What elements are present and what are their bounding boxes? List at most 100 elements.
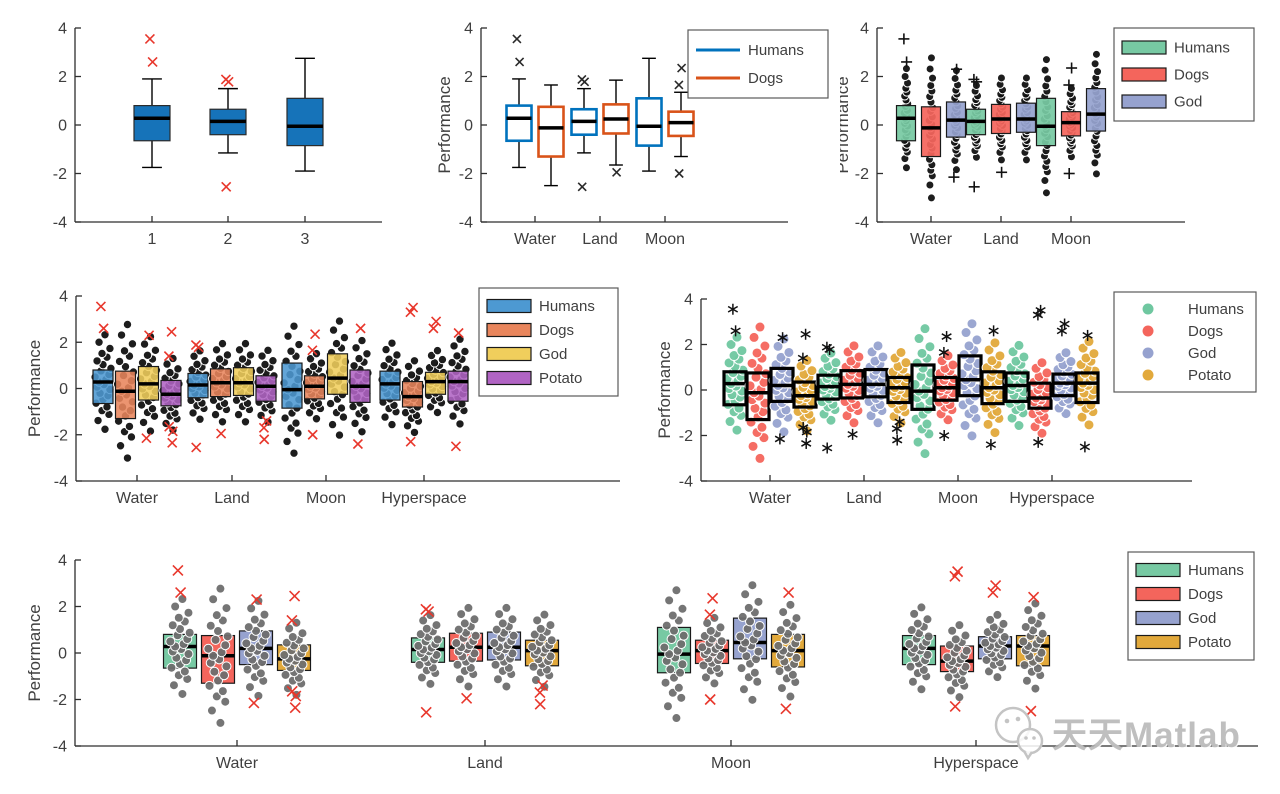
y-axis-label: Performance (25, 604, 44, 701)
box-dogs-moon (694, 592, 730, 706)
outlier-marker-x (289, 590, 301, 602)
box-potato-hyperspace (1015, 591, 1051, 717)
data-points (744, 321, 772, 464)
outlier-marker-plus (1063, 79, 1075, 91)
data-points (203, 583, 233, 728)
outlier-marker-star (847, 428, 858, 440)
outlier-marker-x (144, 330, 155, 341)
outlier-marker-plus (971, 76, 983, 88)
svg-text:2: 2 (58, 69, 67, 86)
outlier-marker-x (780, 703, 792, 715)
box-humans-hyperspace (377, 338, 403, 430)
outlier-marker-star (938, 346, 950, 358)
box-god-water (768, 332, 796, 445)
subplot-grouped-edge-boxplot: -4 -2 0 2 4 Water Land Moon Performance Humans Dog… (430, 0, 850, 267)
outlier-marker-x (704, 693, 716, 706)
svg-text:-4: -4 (679, 474, 693, 491)
y-axis-label: Performance (435, 76, 454, 173)
outlier-marker-star (821, 341, 833, 353)
axes: -4 -2 0 2 4 Water Land Moon Performance (435, 21, 788, 248)
outlier-marker-star (1056, 325, 1068, 337)
legend-label: Dogs (1188, 586, 1223, 603)
legend-label: Dogs (1174, 67, 1209, 84)
outlier-marker-x (987, 586, 999, 599)
x-tick-label: Moon (306, 490, 346, 507)
legend-label: Humans (748, 42, 804, 59)
outlier-marker-x (147, 56, 158, 68)
outlier-marker-x (141, 433, 152, 444)
legend-label: God (1188, 610, 1216, 627)
legend-label: God (1188, 345, 1216, 362)
svg-text:-4: -4 (459, 215, 473, 232)
box-data-2 (209, 74, 247, 192)
box-god-moon (1085, 49, 1107, 179)
box-humans-land (410, 603, 446, 718)
box-dogs-water (112, 319, 139, 463)
data-points (980, 609, 1010, 683)
outlier-marker-x (1028, 591, 1040, 603)
legend-label: God (539, 346, 567, 363)
subplot-grouped-filled-boxplot: -4 -2 0 2 4 Water Land Moon Performance Humans Dog… (833, 0, 1280, 267)
outlier-marker-star (985, 439, 997, 451)
outlier-marker-x (534, 686, 546, 699)
svg-text:0: 0 (464, 118, 473, 135)
legend-label: Dogs (539, 322, 574, 339)
svg-text:0: 0 (860, 118, 869, 135)
outlier-marker-x (251, 593, 263, 606)
outlier-marker-plus (1063, 168, 1075, 179)
plot-basic-canvas: -4 -2 0 2 4 1 2 3 (53, 21, 382, 248)
box-god-land (862, 340, 890, 429)
svg-text:4: 4 (58, 21, 67, 38)
box-humans-moon (656, 585, 692, 724)
outlier-marker-star (797, 352, 809, 364)
svg-text:-4: -4 (54, 474, 68, 491)
x-tick-label: Moon (711, 755, 751, 772)
outlier-marker-x (289, 702, 301, 714)
x-tick-label: Water (514, 231, 557, 248)
data-points (659, 585, 689, 724)
outlier-marker-plus (1066, 62, 1078, 74)
x-tick-label: Land (467, 755, 503, 772)
x-tick-label: Land (983, 231, 1019, 248)
outlier-marker-x (428, 323, 439, 334)
box-god-hyperspace (977, 580, 1013, 683)
box-humans-water (721, 303, 749, 436)
svg-text:4: 4 (464, 21, 473, 38)
legend-label: Potato (1188, 634, 1231, 651)
svg-text:-2: -2 (54, 427, 68, 444)
outlier-marker-x (537, 679, 549, 692)
x-tick-label: Water (910, 231, 953, 248)
box-god-moon (324, 316, 351, 440)
svg-text:2: 2 (464, 69, 473, 86)
svg-text:-2: -2 (53, 692, 67, 709)
svg-text:4: 4 (684, 292, 693, 309)
outlier-marker-x (216, 428, 227, 439)
outlier-marker-x (163, 351, 174, 362)
box-humans-hyperspace (1003, 339, 1031, 432)
outlier-marker-x (248, 697, 260, 709)
legend-label: Humans (539, 298, 595, 315)
outlier-marker-x (577, 74, 587, 84)
box-dogs-moon (932, 331, 960, 441)
box-potato-moon (347, 323, 373, 450)
box-potato-land (253, 345, 279, 445)
outlier-marker-x (290, 690, 302, 702)
outlier-marker-x (258, 422, 269, 433)
box-potato-land (524, 609, 560, 710)
svg-text:-2: -2 (855, 166, 869, 183)
svg-text:-2: -2 (459, 166, 473, 183)
legend: Humans Dogs God (1113, 27, 1255, 122)
outlier-marker-x (95, 301, 106, 312)
outlier-marker-star (892, 434, 903, 446)
outlier-marker-x (704, 609, 716, 621)
box-humans-moon (909, 323, 937, 460)
svg-text:-4: -4 (53, 739, 67, 756)
box-potato-water (791, 328, 819, 449)
legend-label: Dogs (748, 70, 783, 87)
boxes (162, 564, 1051, 728)
box-potato-water (158, 326, 184, 448)
x-tick-label: Water (216, 755, 259, 772)
boxes (90, 301, 471, 463)
box-potato-hyperspace (1073, 329, 1101, 453)
svg-text:0: 0 (59, 381, 68, 398)
